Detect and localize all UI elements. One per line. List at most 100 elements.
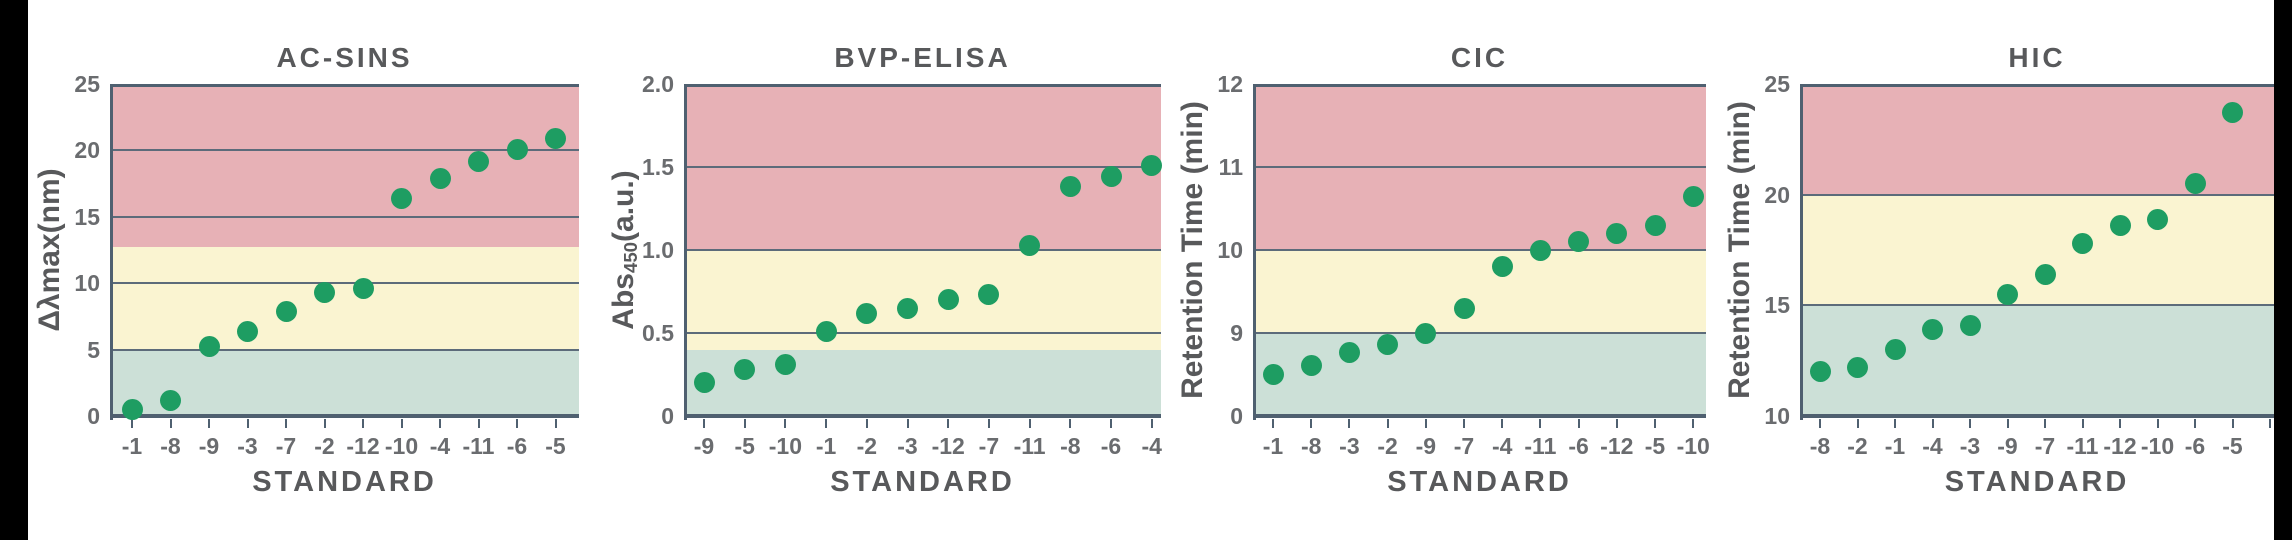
x-tick-label: -2 bbox=[1847, 433, 1868, 459]
gridline bbox=[110, 149, 579, 152]
risk-band-yellow bbox=[1800, 194, 2274, 306]
risk-band-green bbox=[1253, 333, 1706, 416]
x-tick-mark bbox=[906, 419, 909, 428]
gridline bbox=[1800, 193, 2274, 196]
risk-band-yellow bbox=[110, 247, 579, 350]
x-tick-mark bbox=[362, 419, 364, 428]
data-point bbox=[693, 372, 715, 394]
data-point bbox=[1141, 154, 1163, 176]
x-tick-mark bbox=[1577, 419, 1580, 428]
x-tick-label: -10 bbox=[384, 433, 419, 459]
x-tick-label: -5 bbox=[1644, 433, 1666, 459]
x-tick-label: -3 bbox=[1959, 433, 1981, 459]
x-axis-title: STANDARD bbox=[1387, 466, 1572, 498]
plot-frame-left bbox=[110, 84, 113, 420]
data-point bbox=[1377, 334, 1399, 356]
y-tick-label: 15 bbox=[1764, 292, 1790, 319]
data-point bbox=[1491, 256, 1513, 278]
x-tick-label: -6 bbox=[506, 433, 528, 459]
x-tick-label: -11 bbox=[1013, 433, 1046, 459]
data-point bbox=[1568, 231, 1590, 253]
plot-frame-top bbox=[1253, 84, 1706, 87]
x-tick-mark bbox=[1272, 419, 1274, 428]
data-point bbox=[314, 281, 335, 303]
chart-title: BVP-ELISA bbox=[834, 42, 1011, 73]
plot-frame-bottom bbox=[684, 414, 1161, 418]
chart-title: CIC bbox=[1450, 42, 1509, 73]
y-tick-label: 20 bbox=[74, 137, 100, 164]
x-tick-label: -1 bbox=[1884, 433, 1906, 459]
x-tick-label: -3 bbox=[237, 433, 258, 459]
plot-frame-bottom bbox=[110, 414, 579, 418]
x-tick-label: -8 bbox=[160, 433, 181, 459]
y-tick-label: 2.0 bbox=[642, 71, 674, 97]
data-point bbox=[1959, 314, 1981, 336]
x-tick-mark bbox=[1539, 419, 1542, 428]
data-point bbox=[1606, 222, 1628, 244]
x-tick-label: -2 bbox=[1377, 433, 1398, 459]
data-point bbox=[1415, 322, 1437, 344]
y-tick-label: 0 bbox=[87, 403, 100, 429]
x-tick-mark bbox=[1310, 419, 1313, 428]
data-point bbox=[391, 187, 412, 209]
x-tick-label: -9 bbox=[1997, 433, 2018, 459]
x-tick-label: -7 bbox=[275, 433, 297, 459]
x-tick-label: -9 bbox=[198, 433, 220, 459]
x-tick-mark bbox=[1386, 419, 1389, 428]
x-tick-label: -8 bbox=[1060, 433, 1081, 459]
y-tick-label: 0 bbox=[661, 403, 674, 429]
gridline bbox=[1253, 332, 1706, 334]
x-tick-mark bbox=[516, 419, 518, 428]
data-point bbox=[429, 167, 451, 189]
data-point bbox=[1262, 364, 1284, 385]
data-point bbox=[2109, 215, 2131, 237]
x-tick-label: -10 bbox=[768, 433, 803, 459]
x-tick-mark bbox=[2269, 419, 2271, 428]
x-tick-mark bbox=[947, 419, 950, 428]
x-tick-label: -2 bbox=[314, 433, 335, 459]
gridline bbox=[1253, 166, 1706, 168]
y-tick-label: 0 bbox=[1230, 403, 1243, 429]
x-tick-mark bbox=[1894, 419, 1896, 428]
x-tick-label: -1 bbox=[815, 433, 837, 459]
x-tick-label: -4 bbox=[429, 433, 451, 459]
y-tick-label: 5 bbox=[87, 336, 100, 363]
x-axis-title: STANDARD bbox=[252, 466, 437, 498]
x-tick-label: -6 bbox=[2184, 433, 2206, 459]
x-tick-mark bbox=[1348, 419, 1351, 428]
data-point bbox=[1300, 354, 1322, 376]
plot-frame-top bbox=[110, 84, 579, 87]
x-tick-label: -12 bbox=[931, 433, 965, 459]
gridline bbox=[684, 166, 1161, 168]
data-point bbox=[734, 359, 756, 381]
x-tick-mark bbox=[1819, 419, 1821, 428]
x-tick-mark bbox=[1069, 419, 1072, 428]
x-tick-label: -3 bbox=[1339, 433, 1360, 459]
data-point bbox=[937, 289, 959, 311]
data-point bbox=[1453, 297, 1475, 319]
x-tick-label: -7 bbox=[978, 433, 1000, 459]
y-axis-label: Retention Time (min) bbox=[1723, 60, 1757, 440]
data-point bbox=[1922, 319, 1943, 341]
x-tick-mark bbox=[131, 419, 133, 428]
x-tick-label: -4 bbox=[1141, 433, 1162, 459]
y-tick-label: 15 bbox=[74, 203, 100, 230]
x-tick-label: -1 bbox=[121, 433, 143, 459]
data-point bbox=[774, 354, 796, 376]
x-tick-label: -12 bbox=[346, 433, 380, 459]
data-point bbox=[978, 284, 1000, 306]
data-point bbox=[1100, 166, 1122, 188]
x-tick-mark bbox=[1150, 419, 1153, 428]
risk-band-yellow bbox=[684, 250, 1161, 350]
data-point bbox=[1529, 239, 1551, 261]
x-tick-label: -5 bbox=[2222, 433, 2243, 459]
x-tick-mark bbox=[2044, 419, 2046, 428]
plot-frame-bottom bbox=[1253, 414, 1706, 418]
data-point bbox=[160, 389, 181, 411]
y-tick-label: 10 bbox=[1764, 403, 1790, 429]
x-tick-label: -7 bbox=[2034, 433, 2056, 459]
x-tick-mark bbox=[1424, 419, 1427, 428]
y-tick-label: 25 bbox=[74, 71, 100, 97]
